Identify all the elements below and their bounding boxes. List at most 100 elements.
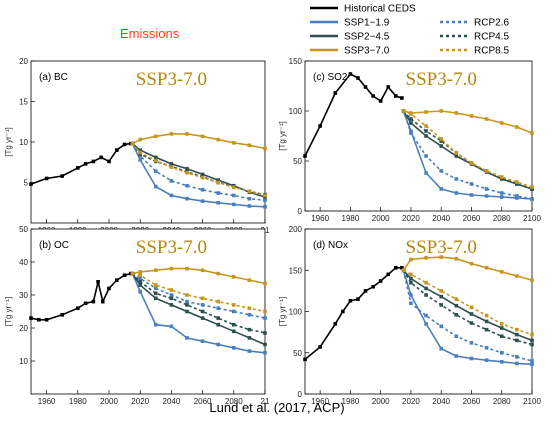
data-point xyxy=(409,276,413,281)
data-point xyxy=(454,303,459,308)
data-point xyxy=(154,134,158,139)
data-point xyxy=(515,332,519,337)
series-line xyxy=(131,272,266,319)
scenario-annotation: SSP3-7.0 xyxy=(406,237,477,258)
data-point xyxy=(200,339,205,343)
data-point xyxy=(216,299,220,304)
data-point xyxy=(484,117,489,121)
series-ssp1-1-9 xyxy=(130,141,267,209)
data-point xyxy=(439,289,443,293)
series-line xyxy=(402,110,533,200)
data-point xyxy=(333,322,338,326)
data-point xyxy=(200,296,205,301)
data-point xyxy=(138,280,142,284)
data-point xyxy=(484,265,489,270)
plot-area xyxy=(304,60,533,212)
data-point xyxy=(154,283,158,287)
x-tick-label: 1980 xyxy=(69,397,87,406)
data-point xyxy=(400,96,404,100)
data-point xyxy=(499,350,504,355)
data-point xyxy=(348,298,353,303)
x-tick-label: 2080 xyxy=(493,214,511,223)
data-point xyxy=(439,137,443,141)
x-tick-label: 2060 xyxy=(463,214,481,223)
data-point xyxy=(439,346,443,351)
data-point xyxy=(424,110,428,114)
data-point xyxy=(247,336,252,340)
data-point xyxy=(130,271,135,276)
series-historical-ceds xyxy=(303,265,404,362)
data-point xyxy=(169,193,174,198)
data-point xyxy=(515,274,519,278)
citation: Lund et al. (2017, ACP) xyxy=(209,400,344,415)
series-line xyxy=(402,110,533,200)
data-point xyxy=(169,303,174,307)
series-line xyxy=(403,269,533,336)
series-line xyxy=(402,269,533,346)
data-point xyxy=(348,72,353,76)
data-point xyxy=(29,182,33,186)
data-point xyxy=(83,301,88,306)
data-point xyxy=(91,159,96,164)
data-point xyxy=(138,270,142,274)
data-point xyxy=(138,137,142,142)
data-point xyxy=(484,358,489,362)
y-tick-label: 20 xyxy=(19,324,28,333)
data-point xyxy=(216,200,220,205)
data-point xyxy=(169,324,174,329)
data-point xyxy=(169,296,174,301)
data-point xyxy=(318,124,322,128)
data-point xyxy=(439,139,443,143)
data-point xyxy=(185,299,189,304)
data-point xyxy=(216,137,220,142)
legend-label: RCP2.6 xyxy=(474,18,509,29)
data-point xyxy=(499,270,504,274)
data-point xyxy=(263,146,267,151)
legend: Historical CEDS SSP1−1.9 SSP2−4.5 SSP3−7.0 R… xyxy=(310,4,509,57)
data-point xyxy=(96,280,100,284)
data-point xyxy=(424,171,428,175)
data-point xyxy=(200,303,205,307)
data-point xyxy=(130,141,135,146)
panel-title: (d) NOx xyxy=(313,240,348,251)
data-point xyxy=(263,198,267,203)
data-point xyxy=(200,187,205,192)
series-ssp1-1-9 xyxy=(130,271,267,355)
series-line xyxy=(131,273,266,334)
x-tick-label: 1960 xyxy=(311,214,329,223)
data-point xyxy=(409,257,413,262)
data-point xyxy=(499,322,504,326)
panel-title: (a) BC xyxy=(39,72,68,83)
data-point xyxy=(409,280,413,285)
data-point xyxy=(263,350,267,355)
data-point xyxy=(409,301,413,306)
data-point xyxy=(409,131,413,135)
data-point xyxy=(530,187,534,191)
data-point xyxy=(454,256,459,261)
data-point xyxy=(499,175,504,179)
data-point xyxy=(138,273,142,277)
data-point xyxy=(216,316,220,320)
data-point xyxy=(138,158,142,162)
data-point xyxy=(200,199,205,203)
data-point xyxy=(303,357,307,362)
y-tick-label: 50 xyxy=(19,225,28,234)
data-point xyxy=(515,180,519,184)
data-point xyxy=(138,148,142,152)
data-point xyxy=(378,279,383,283)
data-point xyxy=(122,273,127,277)
data-point xyxy=(247,204,252,208)
data-point xyxy=(154,155,158,160)
x-tick-label: 2040 xyxy=(163,397,181,406)
x-tick-label: 2020 xyxy=(131,397,149,406)
x-tick-label: 2020 xyxy=(402,397,420,406)
y-tick-label: 15 xyxy=(19,98,28,107)
data-point xyxy=(122,142,127,147)
data-point xyxy=(469,161,474,165)
series-rcp4-5 xyxy=(401,268,534,347)
data-point xyxy=(363,289,368,293)
data-point xyxy=(169,266,174,271)
data-point xyxy=(469,305,474,310)
y-axis-label: [Tg yr⁻¹] xyxy=(278,297,287,327)
y-tick-label: 30 xyxy=(19,291,28,300)
